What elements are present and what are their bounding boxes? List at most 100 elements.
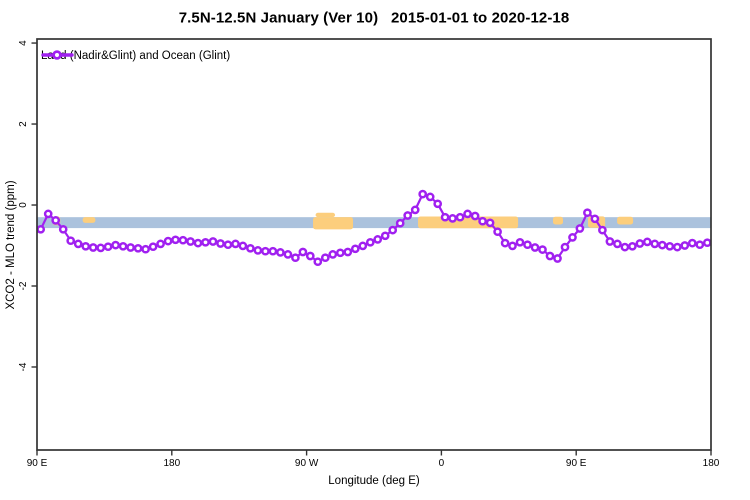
data-point-marker — [478, 216, 487, 226]
data-point-marker — [440, 212, 450, 222]
data-point-marker — [276, 248, 285, 257]
data-point-marker — [590, 214, 600, 224]
data-point-marker — [568, 233, 577, 242]
data-point-marker — [365, 237, 375, 247]
data-point-marker — [545, 251, 555, 261]
data-point-marker — [51, 216, 61, 225]
data-point-marker — [485, 218, 495, 228]
data-point-marker — [642, 237, 652, 247]
highlight-patch — [315, 212, 336, 218]
chart-legend: Land (Nadir&Glint) and Ocean (Glint) — [41, 48, 230, 63]
y-tick-label: 0 — [18, 202, 29, 208]
data-point-marker — [118, 241, 128, 251]
data-point-marker — [425, 192, 435, 202]
data-point-marker — [126, 243, 135, 252]
data-point-marker — [665, 241, 675, 251]
data-point-marker — [388, 225, 398, 235]
plot-border — [36, 38, 712, 451]
data-point-marker — [455, 212, 465, 222]
data-point-marker — [88, 243, 98, 252]
data-point-marker — [470, 211, 480, 221]
data-point-marker — [305, 251, 315, 261]
data-point-marker — [493, 227, 502, 237]
data-point-marker — [598, 225, 607, 235]
data-point-marker — [680, 241, 690, 250]
data-point-marker — [515, 237, 525, 247]
data-point-marker — [246, 243, 255, 253]
reference-band — [37, 217, 711, 229]
data-point-marker — [238, 241, 248, 251]
x-axis: 90 E 180 90 W 0 90 E 180 — [27, 450, 720, 469]
data-point-marker — [313, 257, 323, 267]
data-point-marker — [291, 253, 300, 263]
data-point-marker — [261, 246, 270, 256]
data-point-marker — [37, 224, 46, 234]
data-point-marker — [613, 239, 622, 249]
data-point-marker — [268, 246, 278, 256]
y-tick-label: 4 — [18, 40, 29, 46]
data-point-marker — [96, 243, 106, 253]
highlight-patch — [82, 217, 96, 223]
data-point-marker — [560, 242, 570, 252]
data-point-marker — [538, 245, 547, 254]
data-point-marker — [201, 237, 210, 247]
highlight-patch — [313, 217, 354, 230]
data-point-marker — [43, 209, 53, 219]
data-point-marker — [343, 247, 353, 257]
data-point-marker — [403, 211, 413, 220]
data-point-marker — [695, 240, 705, 250]
y-tick-label: 2 — [18, 121, 29, 127]
data-point-marker — [66, 236, 76, 246]
data-point-marker — [298, 247, 308, 257]
y-tick-label: -4 — [18, 362, 29, 371]
data-point-marker — [103, 242, 113, 252]
legend-label: Land (Nadir&Glint) and Ocean (Glint) — [41, 49, 231, 62]
data-point-marker — [448, 214, 457, 223]
data-point-marker — [156, 239, 165, 249]
data-point-marker — [223, 240, 233, 250]
data-point-marker — [141, 244, 150, 254]
data-point-marker — [702, 238, 711, 248]
data-point-marker — [81, 241, 91, 251]
data-point-marker — [508, 241, 517, 251]
x-axis-title: Longitude (deg E) — [328, 475, 420, 487]
highlight-patches — [52, 212, 634, 230]
data-point-marker — [395, 218, 405, 228]
x-tick-label: 90 E — [27, 458, 48, 469]
data-point-marker — [178, 235, 188, 245]
chart-title: 7.5N-12.5N January (Ver 10) 2015-01-01 t… — [178, 9, 570, 27]
data-point-marker — [672, 242, 682, 252]
y-axis-title: XCO2 - MLO trend (ppm) — [5, 180, 17, 310]
data-point-marker — [320, 253, 330, 263]
data-point-marker — [186, 237, 195, 246]
data-point-marker — [171, 235, 180, 245]
data-point-marker — [253, 246, 263, 255]
x-tick-label: 180 — [703, 458, 720, 469]
y-axis: 4 2 0 -2 -4 — [18, 40, 37, 371]
x-tick-label: 90 W — [295, 458, 319, 469]
data-point-marker — [628, 241, 637, 251]
data-point-marker — [583, 208, 592, 218]
x-tick-label: 0 — [439, 458, 445, 469]
data-point-marker — [635, 239, 645, 248]
data-point-marker — [500, 238, 510, 248]
highlight-patch — [617, 216, 634, 225]
data-point-marker — [553, 254, 562, 263]
y-tick-label: -2 — [18, 281, 29, 290]
data-point-marker — [433, 199, 443, 209]
data-point-marker — [575, 224, 585, 233]
data-point-marker — [73, 239, 83, 249]
series-land-and-ocean — [37, 189, 711, 267]
data-point-marker — [193, 238, 203, 248]
data-point-marker — [283, 250, 293, 259]
data-point-marker — [523, 240, 532, 250]
data-point-marker — [37, 230, 38, 235]
data-point-marker — [687, 238, 697, 248]
data-point-marker — [216, 239, 225, 248]
data-point-marker — [208, 237, 218, 246]
data-point-marker — [410, 205, 420, 215]
data-point-marker — [657, 240, 667, 250]
data-point-marker — [650, 239, 660, 249]
